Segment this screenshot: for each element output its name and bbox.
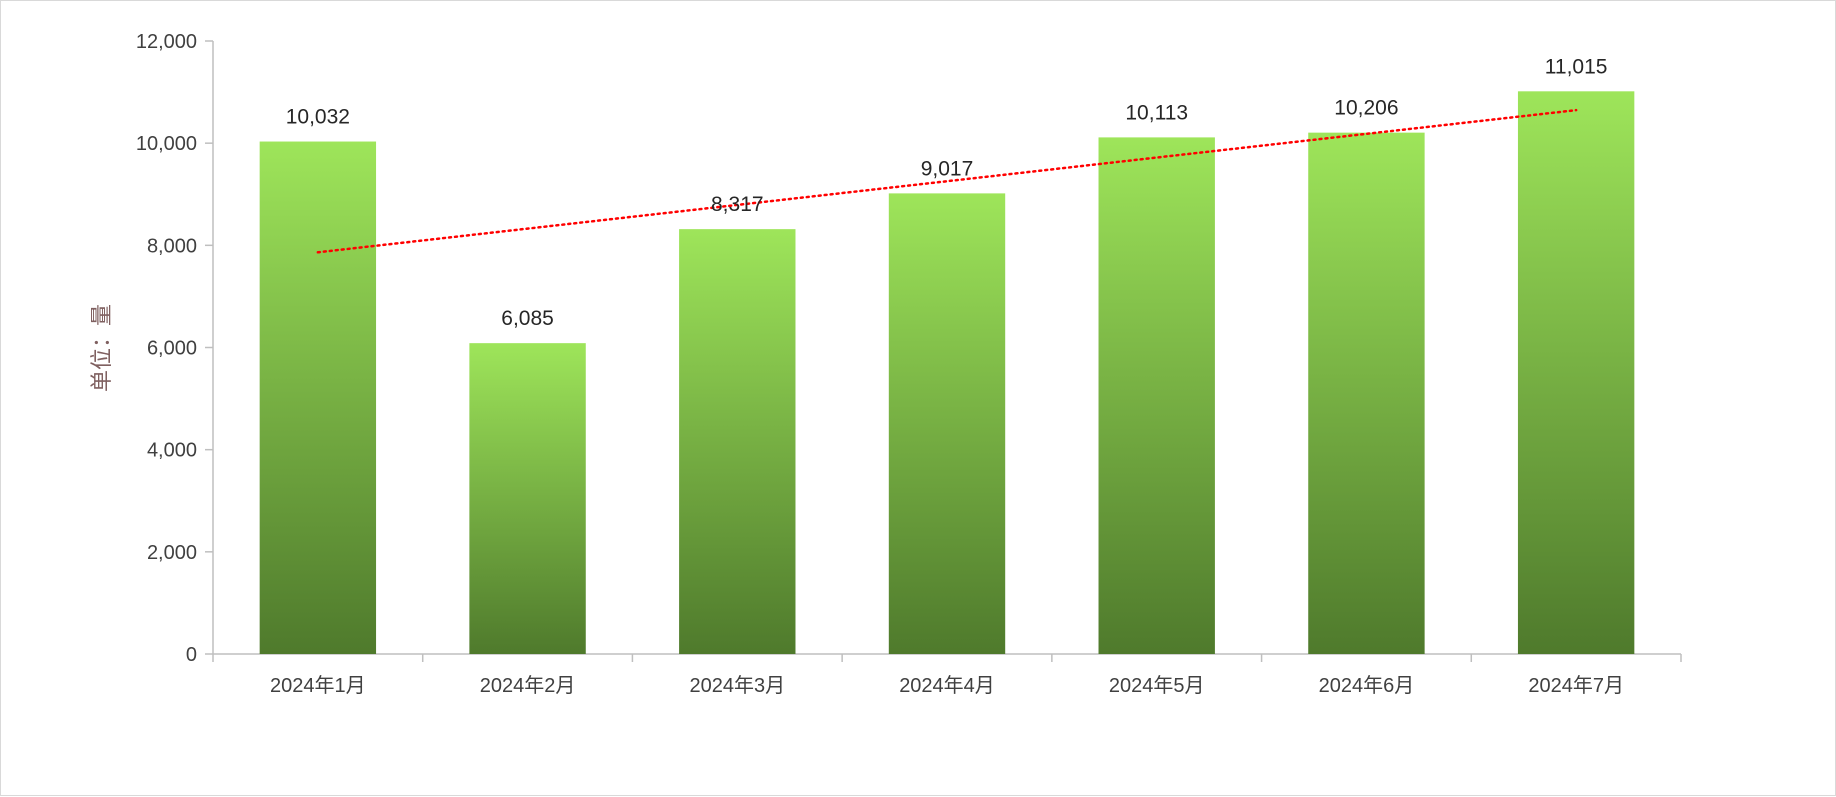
bar — [259, 141, 377, 655]
data-label: 8,317 — [711, 193, 764, 216]
trendline — [316, 108, 1578, 254]
data-label: 10,032 — [286, 106, 350, 129]
bar — [1308, 132, 1425, 654]
y-tick-label: 6,000 — [147, 338, 197, 360]
data-labels: 10,032 6,085 8,317 9,017 10,113 10,206 11,015 — [286, 55, 1608, 330]
bar — [1517, 91, 1635, 655]
x-tick-label: 2024年3月 — [689, 674, 785, 697]
data-label: 9,017 — [921, 157, 974, 180]
axes: 0 2,000 4,000 6,000 8,000 10,000 12,000 2024年1月… — [136, 31, 1682, 697]
y-tick-label: 12,000 — [136, 31, 197, 53]
x-tick-label: 2024年4月 — [899, 674, 995, 697]
bars — [259, 91, 1635, 655]
bar — [888, 193, 1006, 654]
x-tick-label: 2024年7月 — [1528, 674, 1624, 697]
x-tick-label: 2024年6月 — [1319, 674, 1415, 697]
x-tick-label: 2024年1月 — [270, 674, 366, 697]
data-label: 10,206 — [1334, 97, 1398, 120]
y-tick-label: 4,000 — [147, 440, 197, 462]
data-label: 11,015 — [1545, 55, 1608, 78]
bar — [679, 229, 796, 654]
x-tick-label: 2024年5月 — [1109, 674, 1205, 697]
x-tick-label: 2024年2月 — [480, 674, 576, 697]
bar — [1098, 137, 1215, 654]
bar — [469, 343, 586, 654]
y-axis-title: 单位：量 — [90, 304, 115, 392]
y-tick-label: 8,000 — [147, 235, 197, 257]
data-label: 6,085 — [501, 307, 554, 330]
data-label: 10,113 — [1125, 101, 1188, 124]
y-tick-label: 10,000 — [136, 133, 197, 155]
trendline-group — [316, 108, 1578, 254]
y-tick-label: 0 — [186, 644, 197, 666]
y-tick-label: 2,000 — [147, 542, 197, 564]
